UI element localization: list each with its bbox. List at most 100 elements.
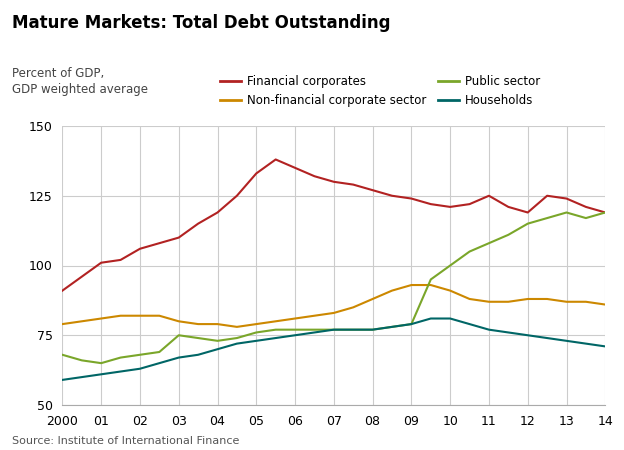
Public sector bbox=[117, 355, 124, 360]
Line: Households: Households bbox=[62, 319, 605, 380]
Non-financial corporate sector bbox=[291, 316, 299, 321]
Financial corporates bbox=[253, 171, 260, 176]
Public sector bbox=[466, 249, 473, 254]
Public sector bbox=[407, 321, 415, 327]
Public sector bbox=[544, 216, 551, 221]
Financial corporates bbox=[291, 165, 299, 171]
Public sector bbox=[194, 335, 202, 341]
Households bbox=[175, 355, 182, 360]
Financial corporates bbox=[349, 182, 357, 187]
Households bbox=[369, 327, 376, 333]
Financial corporates bbox=[97, 260, 105, 265]
Line: Public sector: Public sector bbox=[62, 212, 605, 363]
Non-financial corporate sector bbox=[369, 296, 376, 302]
Non-financial corporate sector bbox=[97, 316, 105, 321]
Non-financial corporate sector bbox=[485, 299, 493, 305]
Non-financial corporate sector bbox=[349, 305, 357, 310]
Non-financial corporate sector bbox=[272, 319, 280, 324]
Financial corporates bbox=[59, 288, 66, 293]
Public sector bbox=[582, 216, 590, 221]
Financial corporates bbox=[369, 188, 376, 193]
Public sector bbox=[524, 221, 532, 226]
Households bbox=[544, 335, 551, 341]
Households bbox=[155, 360, 163, 366]
Households bbox=[524, 333, 532, 338]
Financial corporates bbox=[78, 274, 85, 279]
Non-financial corporate sector bbox=[427, 282, 434, 288]
Financial corporates bbox=[272, 157, 280, 162]
Non-financial corporate sector bbox=[602, 302, 609, 307]
Line: Non-financial corporate sector: Non-financial corporate sector bbox=[62, 285, 605, 327]
Non-financial corporate sector bbox=[407, 282, 415, 288]
Financial corporates bbox=[388, 193, 396, 198]
Legend: Financial corporates, Non-financial corporate sector, Public sector, Households: Financial corporates, Non-financial corp… bbox=[215, 71, 545, 112]
Financial corporates bbox=[194, 221, 202, 226]
Households bbox=[446, 316, 454, 321]
Financial corporates bbox=[524, 210, 532, 215]
Public sector bbox=[233, 335, 241, 341]
Public sector bbox=[446, 263, 454, 268]
Public sector bbox=[175, 333, 182, 338]
Public sector bbox=[78, 358, 85, 363]
Financial corporates bbox=[505, 204, 512, 210]
Financial corporates bbox=[407, 196, 415, 201]
Financial corporates bbox=[446, 204, 454, 210]
Non-financial corporate sector bbox=[194, 321, 202, 327]
Public sector bbox=[563, 210, 570, 215]
Households bbox=[253, 338, 260, 343]
Non-financial corporate sector bbox=[155, 313, 163, 319]
Households bbox=[117, 369, 124, 374]
Non-financial corporate sector bbox=[59, 321, 66, 327]
Public sector bbox=[97, 360, 105, 366]
Non-financial corporate sector bbox=[214, 321, 222, 327]
Non-financial corporate sector bbox=[175, 319, 182, 324]
Text: Percent of GDP,
GDP weighted average: Percent of GDP, GDP weighted average bbox=[12, 68, 149, 95]
Public sector bbox=[485, 240, 493, 246]
Non-financial corporate sector bbox=[446, 288, 454, 293]
Non-financial corporate sector bbox=[136, 313, 144, 319]
Public sector bbox=[369, 327, 376, 333]
Financial corporates bbox=[466, 202, 473, 207]
Non-financial corporate sector bbox=[466, 296, 473, 302]
Non-financial corporate sector bbox=[253, 321, 260, 327]
Public sector bbox=[291, 327, 299, 333]
Households bbox=[272, 335, 280, 341]
Households bbox=[136, 366, 144, 371]
Financial corporates bbox=[602, 210, 609, 215]
Households bbox=[582, 341, 590, 346]
Financial corporates bbox=[155, 240, 163, 246]
Financial corporates bbox=[563, 196, 570, 201]
Households bbox=[466, 321, 473, 327]
Financial corporates bbox=[427, 202, 434, 207]
Financial corporates bbox=[136, 246, 144, 252]
Non-financial corporate sector bbox=[233, 324, 241, 329]
Text: Source: Institute of International Finance: Source: Institute of International Finan… bbox=[12, 436, 240, 446]
Public sector bbox=[155, 349, 163, 355]
Public sector bbox=[505, 232, 512, 238]
Financial corporates bbox=[485, 193, 493, 198]
Public sector bbox=[59, 352, 66, 357]
Households bbox=[563, 338, 570, 343]
Households bbox=[602, 344, 609, 349]
Non-financial corporate sector bbox=[582, 299, 590, 305]
Households bbox=[78, 374, 85, 380]
Financial corporates bbox=[311, 174, 318, 179]
Non-financial corporate sector bbox=[524, 296, 532, 302]
Public sector bbox=[388, 324, 396, 329]
Households bbox=[97, 372, 105, 377]
Households bbox=[485, 327, 493, 333]
Non-financial corporate sector bbox=[330, 310, 338, 315]
Households bbox=[291, 333, 299, 338]
Public sector bbox=[330, 327, 338, 333]
Non-financial corporate sector bbox=[505, 299, 512, 305]
Households bbox=[214, 346, 222, 352]
Financial corporates bbox=[330, 179, 338, 184]
Households bbox=[505, 330, 512, 335]
Financial corporates bbox=[233, 193, 241, 198]
Households bbox=[233, 341, 241, 346]
Public sector bbox=[136, 352, 144, 357]
Households bbox=[330, 327, 338, 333]
Non-financial corporate sector bbox=[563, 299, 570, 305]
Households bbox=[311, 330, 318, 335]
Public sector bbox=[427, 277, 434, 282]
